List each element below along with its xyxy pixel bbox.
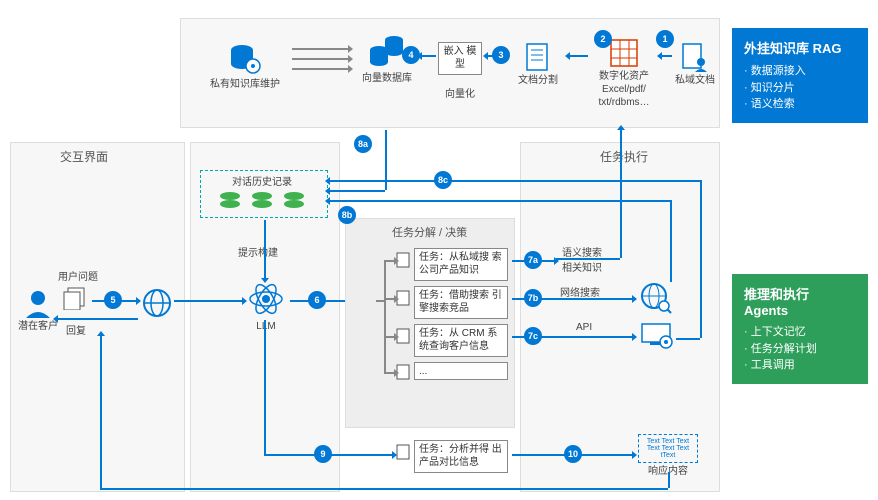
badge-8a: 8a bbox=[354, 135, 372, 153]
database-gear-icon bbox=[228, 42, 262, 76]
label-reply: 回复 bbox=[66, 322, 86, 337]
label-prompt: 提示构建 bbox=[238, 244, 278, 259]
arrow-7a-to-vecdb-h bbox=[556, 258, 620, 260]
label-web: 网络搜索 bbox=[560, 284, 600, 299]
card-rag-item-2: · 语义检索 bbox=[744, 96, 856, 113]
arrow-8c-h2 bbox=[676, 338, 700, 340]
arrow-8a-h bbox=[330, 190, 385, 192]
arrow-maint-to-vecdb-2 bbox=[292, 58, 348, 60]
globe-icon bbox=[142, 288, 172, 318]
node-customer: 潜在客户 bbox=[18, 288, 58, 333]
arrow-maint-to-vecdb-1 bbox=[292, 48, 348, 50]
card-agents-item-0: · 上下文记忆 bbox=[744, 324, 856, 341]
node-digital: 数字化资产 Excel/pdf/ txt/rdbms… bbox=[588, 38, 660, 109]
node-private-doc: 私域文档 bbox=[670, 42, 720, 87]
card-agents-item-1: · 任务分解计划 bbox=[744, 341, 856, 358]
badge-7a: 7a bbox=[524, 251, 542, 269]
spreadsheet-icon bbox=[609, 38, 639, 68]
card-agents-item-2: · 工具调用 bbox=[744, 357, 856, 374]
arrow-8b-h bbox=[330, 200, 670, 202]
label-api: API bbox=[576, 322, 592, 333]
region-tasks-label: 任务分解 / 决策 bbox=[392, 224, 467, 240]
arrow-8c-h bbox=[330, 180, 700, 182]
globe-search-icon bbox=[640, 282, 672, 314]
badge-6: 6 bbox=[308, 291, 326, 309]
node-vectorize-label: 向量化 bbox=[438, 89, 482, 101]
arrow-globe-to-llm bbox=[174, 300, 242, 302]
arrow-history-to-llm bbox=[264, 220, 266, 278]
badge-3: 3 bbox=[492, 46, 510, 64]
card-agents-title: 推理和执行 Agents bbox=[744, 284, 856, 318]
database-stack-icon bbox=[367, 32, 407, 70]
node-globe bbox=[140, 288, 174, 320]
document-lines-icon bbox=[525, 42, 551, 72]
disk-icon-2 bbox=[250, 190, 274, 210]
node-llm-label: LLM bbox=[256, 321, 275, 332]
node-customer-label: 潜在客户 bbox=[18, 321, 58, 332]
node-vecdb-label: 向量数据库 bbox=[362, 73, 412, 84]
card-rag: 外挂知识库 RAG · 数据源接入 · 知识分片 · 语义检索 bbox=[732, 28, 868, 123]
arrow-8b-v bbox=[670, 200, 672, 282]
node-llm: LLM bbox=[244, 280, 288, 333]
card-rag-item-0: · 数据源接入 bbox=[744, 63, 856, 80]
label-history: 对话历史记录 bbox=[232, 173, 292, 188]
node-maintenance-label: 私有知识库维护 bbox=[210, 79, 280, 90]
badge-2: 2 bbox=[594, 30, 612, 48]
node-split-label: 文档分割 bbox=[518, 75, 558, 86]
badge-1: 1 bbox=[656, 30, 674, 48]
badge-9: 9 bbox=[314, 445, 332, 463]
task-5-icon bbox=[396, 444, 410, 460]
person-icon bbox=[23, 288, 53, 318]
disk-icon-1 bbox=[218, 190, 242, 210]
task-splitter-h bbox=[376, 300, 384, 302]
task-branch-3 bbox=[384, 336, 394, 338]
badge-8c: 8c bbox=[434, 171, 452, 189]
node-embed-box: 嵌入 模型 bbox=[438, 42, 482, 75]
region-interaction-label: 交互界面 bbox=[60, 148, 108, 165]
task-splitter-v bbox=[384, 260, 386, 372]
atom-icon bbox=[247, 280, 285, 318]
region-exec-label: 任务执行 bbox=[600, 148, 648, 165]
task-1: 任务：从私域搜 索公司产品知识 bbox=[414, 248, 508, 281]
badge-10: 10 bbox=[564, 445, 582, 463]
node-digital-label: 数字化资产 Excel/pdf/ txt/rdbms… bbox=[598, 71, 649, 108]
arrow-resp-down bbox=[668, 472, 670, 488]
arrow-digital-to-split bbox=[570, 55, 588, 57]
arrow-7a-to-vecdb bbox=[620, 130, 622, 258]
task-3: 任务：从 CRM 系 统查询客户信息 bbox=[414, 324, 508, 357]
node-embed: 嵌入 模型 向量化 bbox=[438, 42, 482, 101]
arrow-9-v bbox=[264, 320, 266, 454]
arrow-private-to-digital bbox=[662, 55, 672, 57]
task-2: 任务：借助搜索 引擎搜索竞品 bbox=[414, 286, 508, 319]
task-4: ... bbox=[414, 362, 508, 380]
arrow-resp-h bbox=[100, 488, 668, 490]
badge-7b: 7b bbox=[524, 289, 542, 307]
badge-4: 4 bbox=[402, 46, 420, 64]
badge-5: 5 bbox=[104, 291, 122, 309]
disk-icon-3 bbox=[282, 190, 306, 210]
arrow-8c-v bbox=[700, 180, 702, 338]
arrow-embed-to-vecdb bbox=[422, 55, 436, 57]
documents-icon bbox=[62, 286, 88, 310]
monitor-gear-icon bbox=[640, 322, 674, 352]
task-branch-2 bbox=[384, 298, 394, 300]
task-branch-4 bbox=[384, 372, 394, 374]
task-branch-1 bbox=[384, 260, 394, 262]
document-person-icon bbox=[681, 42, 709, 72]
task-5: 任务：分析并得 出产品对比信息 bbox=[414, 440, 508, 473]
card-rag-item-1: · 知识分片 bbox=[744, 80, 856, 97]
badge-8b: 8b bbox=[338, 206, 356, 224]
badge-7c: 7c bbox=[524, 327, 542, 345]
arrow-resp-up bbox=[100, 336, 102, 488]
card-rag-title: 外挂知识库 RAG bbox=[744, 38, 856, 57]
arrow-reply-back bbox=[58, 318, 138, 320]
arrow-maint-to-vecdb-3 bbox=[292, 68, 348, 70]
card-agents: 推理和执行 Agents · 上下文记忆 · 任务分解计划 · 工具调用 bbox=[732, 274, 868, 384]
node-maintenance: 私有知识库维护 bbox=[200, 42, 290, 91]
label-user-question: 用户问题 bbox=[58, 268, 98, 283]
node-private-doc-label: 私域文档 bbox=[675, 75, 715, 86]
node-split: 文档分割 bbox=[510, 42, 566, 87]
